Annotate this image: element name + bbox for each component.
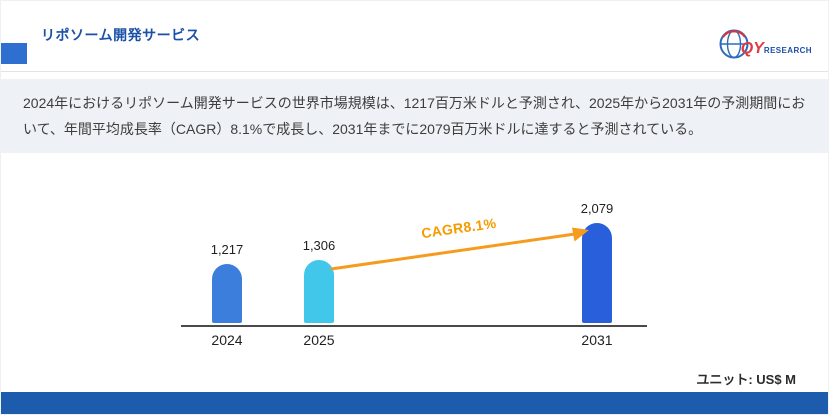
unit-label: ユニット: US$ M bbox=[696, 372, 796, 387]
footer-bar bbox=[1, 392, 828, 414]
logo-text-research: RESEARCH bbox=[763, 45, 812, 55]
page-title: リポソーム開発サービス bbox=[41, 27, 201, 43]
bar-2031 bbox=[582, 223, 612, 323]
logo-text: QYRESEARCH bbox=[741, 40, 812, 58]
x-tick-2024: 2024 bbox=[211, 332, 243, 348]
bar-group-2025: 1,306 bbox=[287, 238, 351, 323]
bar-group-2024: 1,217 bbox=[195, 242, 259, 323]
x-tick-2031: 2031 bbox=[581, 332, 613, 348]
bar-value-label: 2,079 bbox=[580, 201, 614, 216]
logo-text-qy: QY bbox=[740, 39, 764, 57]
description-text: 2024年におけるリポソーム開発サービスの世界市場規模は、1217百万米ドルと予… bbox=[23, 95, 806, 137]
globe-icon bbox=[718, 28, 750, 65]
bar-2025 bbox=[304, 260, 334, 323]
description-band: 2024年におけるリポソーム開発サービスの世界市場規模は、1217百万米ドルと予… bbox=[1, 79, 828, 153]
bar-2024 bbox=[212, 264, 242, 323]
blue-accent-square bbox=[1, 43, 27, 64]
x-tick-2025: 2025 bbox=[303, 332, 335, 348]
cagr-growth-arrow bbox=[330, 227, 589, 271]
bar-value-label: 1,306 bbox=[302, 238, 336, 253]
bar-value-label: 1,217 bbox=[210, 242, 244, 257]
bar-group-2031: 2,079 bbox=[565, 201, 629, 323]
header-divider bbox=[1, 71, 828, 72]
x-axis-line bbox=[181, 325, 647, 327]
qyresearch-logo: QYRESEARCH bbox=[718, 28, 812, 65]
